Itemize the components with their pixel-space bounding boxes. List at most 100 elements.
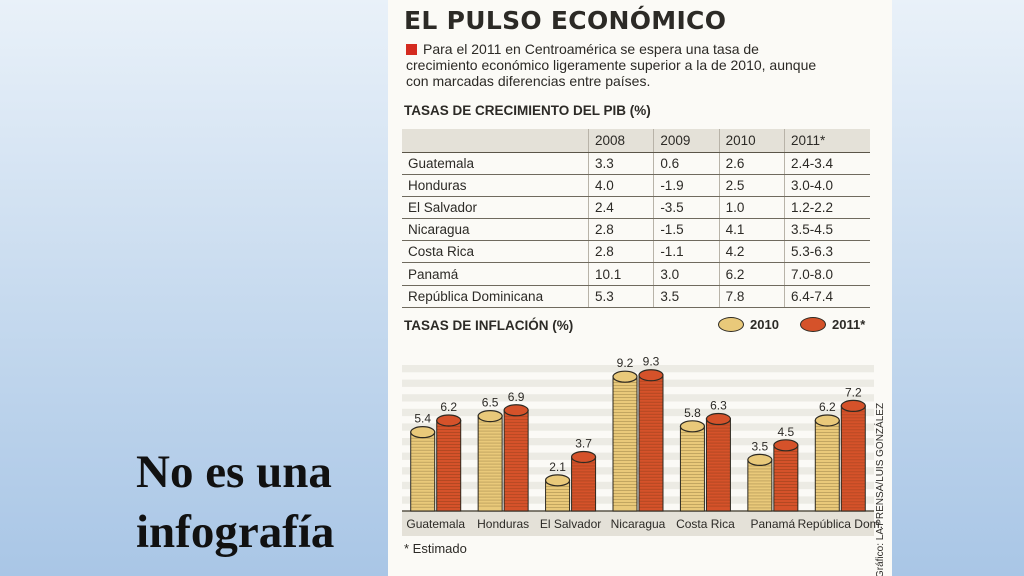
gdp-cell-country: Nicaragua	[402, 218, 589, 242]
gdp-cell-2008: 2.8	[587, 240, 654, 264]
bar-2011	[840, 405, 866, 512]
grid-stripe	[402, 408, 874, 417]
bar-2010	[410, 431, 436, 512]
bar-top-2010	[544, 474, 571, 487]
gdp-table-body: Guatemala 3.3 0.6 2.6 2.4-3.4 Honduras 4.0 -1.9…	[402, 152, 870, 308]
gdp-table-row: Nicaragua 2.8 -1.5 4.1 3.5-4.5	[402, 218, 870, 242]
gdp-table-row: Guatemala 3.3 0.6 2.6 2.4-3.4	[402, 152, 870, 176]
gdp-table-row: Honduras 4.0 -1.9 2.5 3.0-4.0	[402, 174, 870, 198]
grid-stripe	[402, 496, 874, 504]
gdp-cell-2011: 7.0-8.0	[783, 262, 870, 286]
bar-top-2011	[773, 439, 799, 452]
gdp-cell-2009: 0.6	[653, 152, 720, 176]
data-label-2010: 2.1	[549, 460, 566, 474]
category-label: República Dom.	[798, 517, 883, 531]
bar-top-2011	[638, 369, 664, 382]
gdp-cell-2010: 4.2	[718, 240, 785, 264]
gdp-cell-2010: 2.6	[718, 152, 785, 176]
red-square-bullet-icon	[406, 44, 417, 55]
gdp-cell-2008: 5.3	[587, 285, 654, 308]
bar-2010	[477, 415, 503, 512]
gdp-cell-2009: -3.5	[653, 196, 720, 220]
grid-stripe	[402, 423, 874, 431]
gdp-table: 2008 2009 2010 2011* Guatemala 3.3 0.6 2.6 2…	[402, 129, 870, 308]
category-label: Costa Rica	[676, 517, 735, 531]
gdp-cell-2009: 3.5	[653, 285, 720, 308]
gdp-header-2008: 2008	[587, 129, 654, 153]
gdp-header-2011: 2011*	[783, 129, 870, 153]
category-label: Panamá	[751, 517, 796, 531]
gdp-cell-country: República Dominicana	[402, 285, 589, 308]
grid-stripe	[402, 438, 874, 446]
category-label: Honduras	[477, 517, 529, 531]
data-label-2010: 3.5	[752, 439, 769, 453]
infographic-title: EL PULSO ECONÓMICO	[404, 6, 727, 35]
gdp-cell-2009: -1.5	[653, 218, 720, 242]
data-label-2011: 7.2	[845, 385, 862, 399]
gdp-cell-2008: 2.4	[587, 196, 654, 220]
infographic-panel: EL PULSO ECONÓMICO Para el 2011 en Centr…	[388, 0, 892, 576]
data-label-2010: 9.2	[617, 356, 634, 370]
grid-stripe	[402, 394, 874, 402]
bar-top-2010	[679, 420, 706, 433]
gdp-cell-2010: 2.5	[718, 174, 785, 198]
footnote: * Estimado	[404, 541, 467, 556]
data-label-2011: 6.3	[710, 399, 727, 413]
gdp-header-2010: 2010	[718, 129, 785, 153]
bar-top-2010	[612, 370, 638, 383]
category-label: El Salvador	[540, 517, 601, 531]
legend-2010-label: 2010	[750, 317, 779, 332]
gdp-header-country	[402, 129, 589, 153]
data-label-2010: 6.5	[482, 396, 499, 410]
gdp-table-row: Costa Rica 2.8 -1.1 4.2 5.3-6.3	[402, 240, 870, 264]
gdp-cell-2008: 3.3	[587, 152, 654, 176]
bar-top-2011	[436, 414, 462, 427]
bar-2011	[436, 419, 462, 512]
category-label: Guatemala	[406, 517, 465, 531]
gdp-cell-2008: 10.1	[587, 262, 654, 286]
gdp-cell-country: Honduras	[402, 174, 589, 198]
bar-2010	[747, 459, 773, 512]
bar-top-2010	[747, 453, 773, 467]
gdp-header-2009: 2009	[653, 129, 720, 153]
legend-2011: 2011*	[800, 317, 865, 332]
bar-top-2011	[503, 404, 529, 417]
bar-top-2011	[840, 399, 866, 412]
bar-2011	[705, 418, 731, 512]
gdp-cell-2010: 6.2	[718, 262, 785, 286]
gdp-cell-2011: 3.0-4.0	[783, 174, 870, 198]
gdp-table-row: El Salvador 2.4 -3.5 1.0 1.2-2.2	[402, 196, 870, 220]
intro-text: Para el 2011 en Centroamérica se espera …	[406, 41, 826, 89]
gdp-cell-2011: 2.4-3.4	[783, 152, 870, 176]
bar-top-2010	[410, 426, 436, 439]
gdp-cell-country: Panamá	[402, 262, 589, 286]
data-label-2011: 4.5	[778, 425, 795, 439]
bar-2010	[814, 419, 840, 512]
data-label-2010: 5.4	[414, 412, 431, 426]
gdp-cell-2011: 6.4-7.4	[783, 285, 870, 308]
bar-2011	[571, 456, 597, 512]
grid-stripe	[402, 481, 874, 490]
data-label-2011: 6.2	[440, 400, 457, 414]
gdp-cell-country: Guatemala	[402, 152, 589, 176]
data-label-2010: 6.2	[819, 400, 836, 414]
grid-stripe	[402, 365, 874, 373]
inflation-section-title: TASAS DE INFLACIÓN (%)	[404, 318, 574, 333]
gdp-cell-2009: -1.9	[653, 174, 720, 198]
gdp-table-row: República Dominicana 5.3 3.5 7.8 6.4-7.4	[402, 285, 870, 308]
data-label-2010: 5.8	[684, 406, 701, 420]
gdp-table-row: Panamá 10.1 3.0 6.2 7.0-8.0	[402, 262, 870, 286]
gdp-cell-2008: 2.8	[587, 218, 654, 242]
legend-2011-label: 2011*	[832, 317, 866, 332]
category-band	[402, 511, 874, 536]
graphic-credit: Gráfico: LA PRENSA/LUIS GONZÁLEZ	[875, 402, 886, 576]
gdp-cell-2009: 3.0	[653, 262, 720, 286]
gdp-cell-2010: 1.0	[718, 196, 785, 220]
bar-2011	[773, 444, 799, 512]
gdp-cell-2010: 4.1	[718, 218, 785, 242]
grid-stripe	[402, 467, 874, 475]
bar-2011	[638, 374, 664, 512]
bar-top-2010	[814, 414, 840, 427]
data-label-2011: 9.3	[643, 355, 660, 369]
gdp-cell-2008: 4.0	[587, 174, 654, 198]
